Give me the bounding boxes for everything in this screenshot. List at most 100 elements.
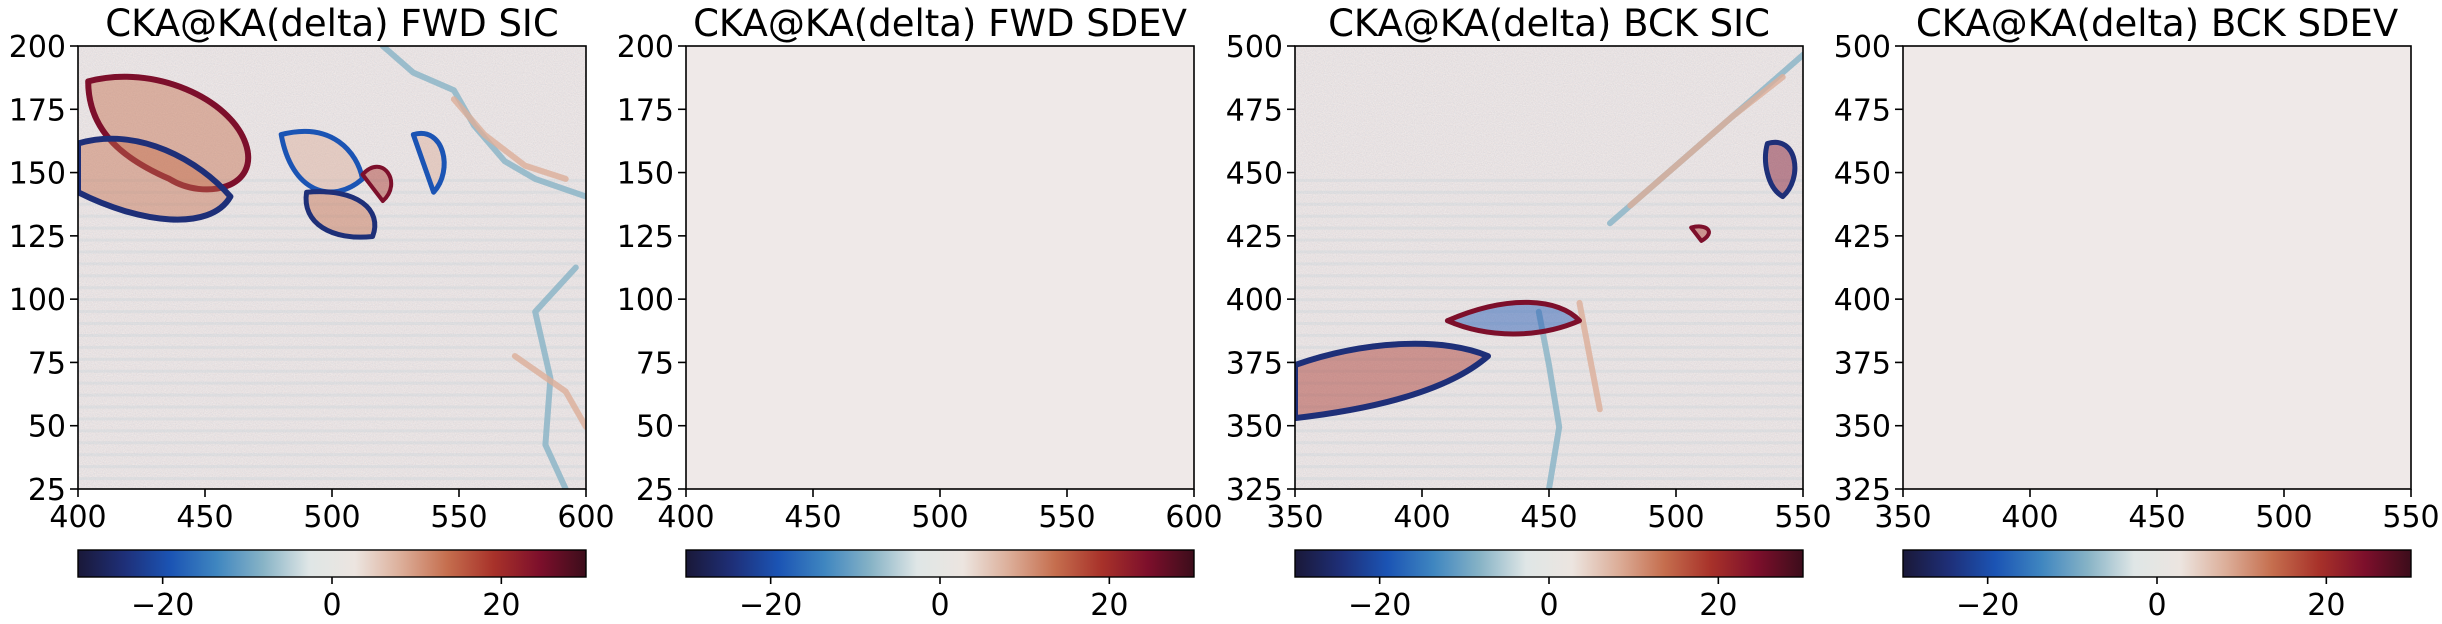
x-tick-label: 600 [557, 500, 614, 535]
chart-title: CKA@KA(delta) FWD SDEV [693, 2, 1187, 45]
heatmap-stripe [1295, 429, 1803, 433]
heatmap-stripe [78, 393, 586, 397]
colorbar-tick-label: −20 [131, 588, 194, 623]
heatmap-feature [1444, 299, 1582, 337]
heatmap-streak [1535, 308, 1563, 489]
x-tick-label: 350 [1874, 500, 1931, 535]
heatmap-feature [1763, 139, 1798, 200]
heatmap-field [1903, 46, 2411, 489]
y-tick-label: 125 [617, 220, 674, 255]
x-tick-label: 450 [176, 500, 233, 535]
colorbar-tick-label: 20 [2307, 588, 2345, 623]
heatmap-stripe [78, 226, 586, 230]
heatmap-stripe [78, 345, 586, 349]
heatmap-stripe [78, 238, 586, 242]
heatmap-stripe [78, 298, 586, 302]
heatmap-stripe [1295, 310, 1803, 314]
x-tick-label: 500 [911, 500, 968, 535]
chart-title: CKA@KA(delta) FWD SIC [105, 2, 558, 45]
heatmap-stripe [78, 465, 586, 469]
heatmap-stripe [1295, 441, 1803, 445]
y-tick-label: 500 [1226, 30, 1283, 65]
y-tick-label: 175 [617, 93, 674, 128]
heatmap-stripe [1295, 453, 1803, 457]
x-tick-label: 500 [303, 500, 360, 535]
y-tick-label: 50 [636, 410, 674, 445]
heatmap-stripe [78, 322, 586, 326]
x-tick-label: 600 [1165, 500, 1222, 535]
heatmap-stripe [1295, 465, 1803, 469]
heatmap-stripe [78, 250, 586, 254]
heatmap-feature [410, 130, 447, 195]
x-tick-label: 450 [784, 500, 841, 535]
y-tick-label: 400 [1226, 283, 1283, 318]
heatmap-feature [1689, 224, 1711, 243]
colorbar [685, 549, 1195, 578]
heatmap-stripe [78, 310, 586, 314]
y-tick-label: 75 [28, 346, 66, 381]
heatmap-background [686, 46, 1194, 489]
x-tick-label: 550 [2382, 500, 2439, 535]
colorbar [1294, 549, 1804, 578]
colorbar [1902, 549, 2412, 578]
colorbar-tick-label: 0 [930, 588, 949, 623]
heatmap-stripe [78, 369, 586, 373]
heatmap-stripe [78, 381, 586, 385]
heatmap-stripe [1295, 286, 1803, 290]
y-tick-label: 500 [1834, 30, 1891, 65]
heatmap-field [686, 46, 1194, 489]
heatmap-stripe [78, 429, 586, 433]
heatmap-stripe [1295, 226, 1803, 230]
heatmap-streak [511, 353, 586, 430]
colorbar [77, 549, 587, 578]
colorbar-tick-label: 0 [1539, 588, 1558, 623]
heatmap-stripe [78, 453, 586, 457]
heatmap-noise-negative [1295, 46, 1803, 489]
heatmap-stripe [78, 214, 586, 218]
x-tick-label: 500 [1647, 500, 1704, 535]
colorbar-tick-label: 20 [482, 588, 520, 623]
colorbar-tick-label: −20 [1348, 588, 1411, 623]
heatmap-stripe [1295, 345, 1803, 349]
x-tick-label: 550 [1038, 500, 1095, 535]
y-tick-label: 450 [1226, 157, 1283, 192]
x-tick-label: 400 [49, 500, 106, 535]
heatmap-stripe [1295, 262, 1803, 266]
colorbar-tick-label: 20 [1699, 588, 1737, 623]
heatmap-streak [1576, 299, 1603, 413]
panel-4: CKA@KA(delta) BCK SDEV 350 400 450 500 550 325… [1834, 2, 2440, 623]
heatmap-feature [278, 128, 365, 195]
y-tick-label: 350 [1226, 410, 1283, 445]
heatmap-stripe [1295, 250, 1803, 254]
x-tick-label: 350 [1266, 500, 1323, 535]
heatmap-field [78, 46, 586, 489]
heatmap-stripe [1295, 298, 1803, 302]
heatmap-stripe [1295, 202, 1803, 206]
heatmap-stripe [78, 286, 586, 290]
x-tick-label: 550 [430, 500, 487, 535]
heatmap-feature [85, 73, 251, 193]
heatmap-feature [360, 165, 394, 203]
y-tick-label: 400 [1834, 283, 1891, 318]
heatmap-stripe [1295, 214, 1803, 218]
colorbar-tick-label: 20 [1090, 588, 1128, 623]
x-tick-label: 400 [1393, 500, 1450, 535]
y-tick-label: 50 [28, 410, 66, 445]
colorbar-tick-label: −20 [739, 588, 802, 623]
heatmap-feature [1295, 340, 1491, 422]
y-tick-label: 325 [1834, 473, 1891, 508]
y-tick-label: 150 [617, 157, 674, 192]
y-tick-label: 125 [9, 220, 66, 255]
heatmap-background [1903, 46, 2411, 489]
y-tick-label: 375 [1226, 346, 1283, 381]
y-tick-label: 25 [636, 473, 674, 508]
y-tick-label: 475 [1834, 93, 1891, 128]
y-tick-label: 450 [1834, 157, 1891, 192]
heatmap-stripe [1295, 417, 1803, 421]
colorbar-tick-label: −20 [1956, 588, 2019, 623]
x-tick-label: 400 [657, 500, 714, 535]
heatmap-stripe [78, 178, 586, 182]
